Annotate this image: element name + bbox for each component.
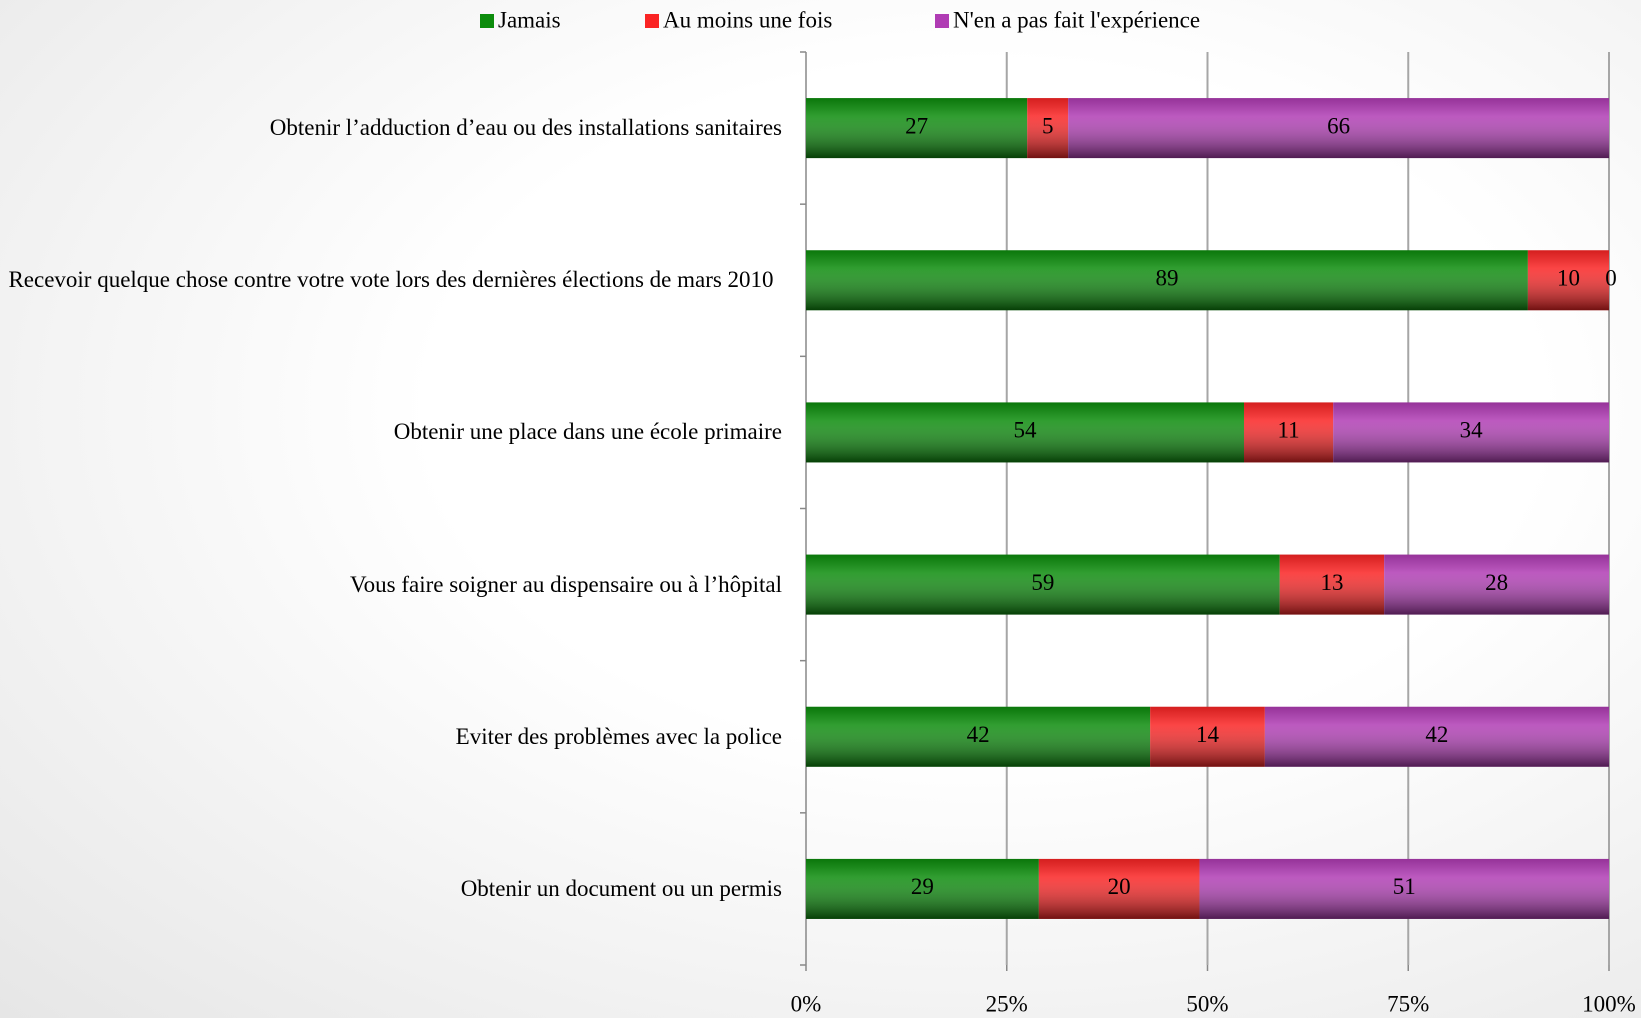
x-tick-label: 75% xyxy=(1387,991,1429,1016)
bar-shade xyxy=(1384,554,1609,615)
data-label: 27 xyxy=(905,113,928,138)
bar-shade xyxy=(1264,706,1609,767)
data-label: 0 xyxy=(1605,266,1617,291)
data-label: 10 xyxy=(1557,266,1580,291)
bar-shade xyxy=(1527,250,1609,311)
bar-shade xyxy=(1244,402,1334,463)
bar-shade xyxy=(806,98,1028,159)
bar-shade xyxy=(1027,98,1069,159)
data-label: 28 xyxy=(1485,570,1508,595)
data-label: 42 xyxy=(1425,722,1448,747)
data-label: 54 xyxy=(1014,418,1038,443)
data-label: 5 xyxy=(1042,113,1054,138)
x-tick-label: 25% xyxy=(986,991,1028,1016)
bar-shade xyxy=(806,706,1151,767)
bar-shade xyxy=(1199,858,1609,919)
bar-shade xyxy=(1150,706,1265,767)
data-label: 66 xyxy=(1327,113,1350,138)
x-tick-label: 100% xyxy=(1582,991,1636,1016)
data-label: 13 xyxy=(1320,570,1343,595)
data-label: 42 xyxy=(967,722,990,747)
bar-shade xyxy=(806,554,1280,615)
category-label: Eviter des problèmes avec la police xyxy=(455,723,782,749)
legend-label: Au moins une fois xyxy=(663,7,832,32)
category-label: Recevoir quelque chose contre votre vote… xyxy=(8,267,774,293)
data-label: 14 xyxy=(1196,722,1220,747)
data-label: 51 xyxy=(1393,874,1416,899)
bar-shade xyxy=(1038,858,1200,919)
legend-swatch xyxy=(935,14,949,28)
bar-shade xyxy=(806,250,1528,311)
category-label: Obtenir l’adduction d’eau ou des install… xyxy=(269,115,782,141)
x-tick-label: 50% xyxy=(1186,991,1228,1016)
x-tick-label: 0% xyxy=(791,991,822,1016)
bar-shade xyxy=(806,858,1039,919)
bar-shade xyxy=(1068,98,1609,159)
legend-label: N'en a pas fait l'expérience xyxy=(953,7,1200,32)
legend-swatch xyxy=(480,14,494,28)
data-label: 11 xyxy=(1278,418,1300,443)
bar-shade xyxy=(806,402,1244,463)
data-label: 34 xyxy=(1460,418,1484,443)
legend-label: Jamais xyxy=(498,7,561,32)
data-label: 59 xyxy=(1031,570,1054,595)
bar-shade xyxy=(1333,402,1609,463)
category-label: Obtenir une place dans une école primair… xyxy=(393,419,782,445)
category-label: Vous faire soigner au dispensaire ou à l… xyxy=(350,571,782,597)
category-label: Obtenir un document ou un permis xyxy=(460,875,782,901)
legend-swatch xyxy=(645,14,659,28)
bar-shade xyxy=(1279,554,1385,615)
data-label: 20 xyxy=(1108,874,1131,899)
data-label: 29 xyxy=(911,874,934,899)
data-label: 89 xyxy=(1155,266,1178,291)
